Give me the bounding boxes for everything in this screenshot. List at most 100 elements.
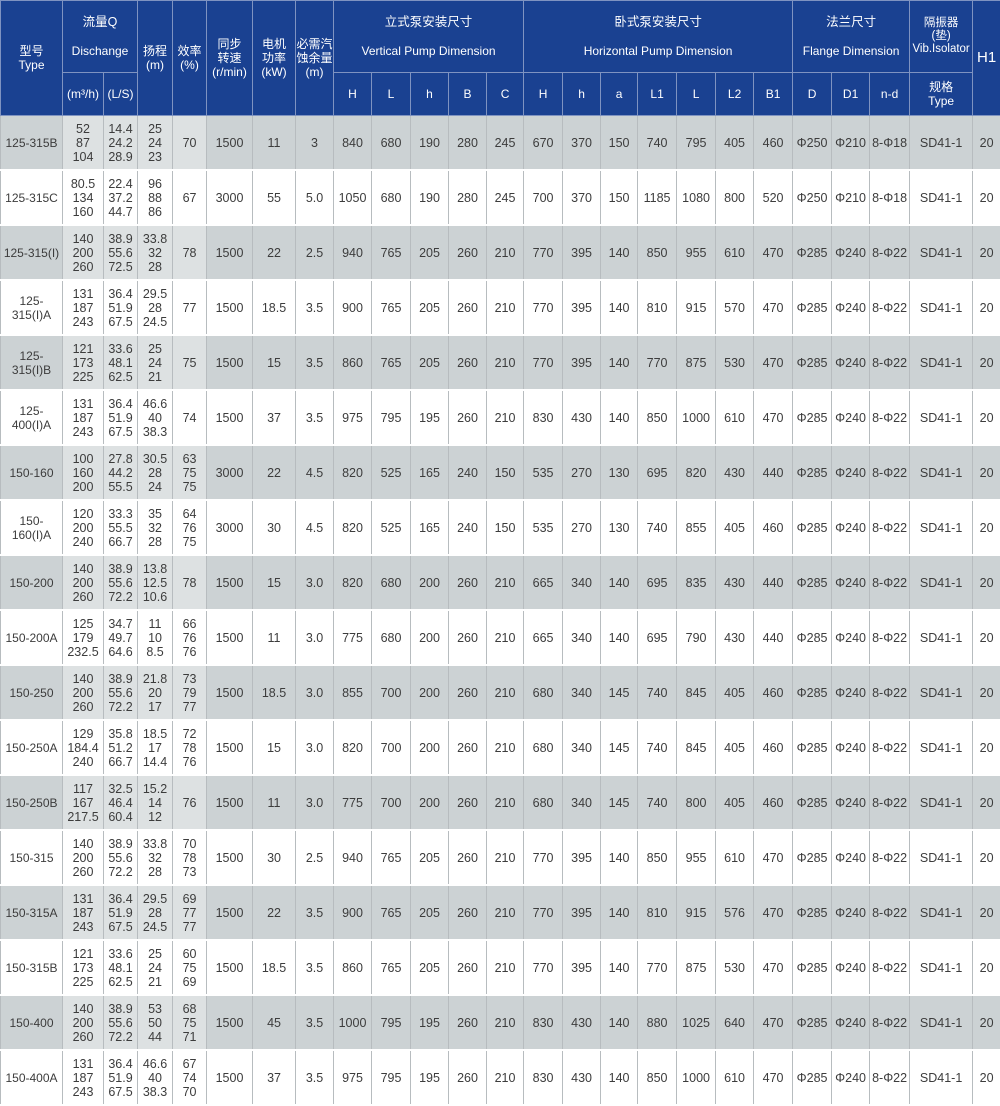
cell-vH: 860 [334,940,372,995]
col-header-motor-power: 电机 功率 (kW) [253,1,296,116]
col-header-vib-isolator: 隔振器 (垫) Vib.Isolator [910,1,973,73]
cell-ha: 145 [601,775,638,830]
cell-nd: 8-Φ22 [870,995,910,1050]
cell-vh: 205 [411,885,449,940]
cell-hL2: 610 [716,1050,754,1105]
cell-D: Φ285 [793,225,832,280]
cell-vib: SD41-1 [910,335,973,390]
cell-hL2: 405 [716,116,754,171]
col-header-vertical-dimension: 立式泵安装尺寸 Vertical Pump Dimension [334,1,524,73]
cell-ha: 130 [601,500,638,555]
cell-npsh: 3.5 [296,940,334,995]
cell-D1: Φ240 [832,445,870,500]
cell-ha: 145 [601,720,638,775]
cell-eff: 73 79 77 [173,665,207,720]
cell-type: 125-315(I)A [1,280,63,335]
cell-hL2: 405 [716,720,754,775]
cell-hL2: 530 [716,940,754,995]
cell-hL2: 800 [716,170,754,225]
cell-vL: 765 [372,225,411,280]
cell-D1: Φ240 [832,775,870,830]
cell-q1: 131 187 243 [63,885,104,940]
cell-h1: 20 [973,610,1000,665]
cell-speed: 1500 [207,610,253,665]
cell-vib: SD41-1 [910,116,973,171]
cell-vib: SD41-1 [910,170,973,225]
cell-hL2: 610 [716,830,754,885]
cell-nd: 8-Φ22 [870,555,910,610]
cell-q2: 35.8 51.2 66.7 [104,720,138,775]
cell-vH: 775 [334,775,372,830]
col-header-discharge: 流量Q Dischange [63,1,138,73]
cell-hL: 845 [677,720,716,775]
cell-type: 150-160 [1,445,63,500]
cell-vB: 260 [449,775,487,830]
cell-power: 22 [253,445,296,500]
cell-head: 46.6 40 38.3 [138,390,173,445]
cell-hL2: 405 [716,500,754,555]
cell-h1: 20 [973,170,1000,225]
cell-vL: 765 [372,830,411,885]
cell-q1: 125 179 232.5 [63,610,104,665]
cell-hh: 340 [563,610,601,665]
col-header-hz-L: L [677,73,716,116]
cell-head: 29.5 28 24.5 [138,885,173,940]
cell-type: 125-315(I)B [1,335,63,390]
cell-D: Φ285 [793,445,832,500]
cell-vB: 260 [449,390,487,445]
horizontal-label-en: Horizontal Pump Dimension [524,44,792,58]
cell-hL2: 610 [716,390,754,445]
cell-npsh: 3.5 [296,995,334,1050]
cell-hL: 1000 [677,390,716,445]
cell-D1: Φ210 [832,170,870,225]
cell-D1: Φ240 [832,940,870,995]
cell-q2: 38.9 55.6 72.2 [104,830,138,885]
cell-power: 18.5 [253,280,296,335]
cell-eff: 67 74 70 [173,1050,207,1105]
cell-vL: 795 [372,1050,411,1105]
cell-hh: 395 [563,940,601,995]
cell-speed: 1500 [207,225,253,280]
cell-vC: 210 [487,775,524,830]
cell-D1: Φ240 [832,555,870,610]
cell-ha: 140 [601,390,638,445]
cell-hL: 845 [677,665,716,720]
cell-hL: 795 [677,116,716,171]
cell-h1: 20 [973,116,1000,171]
cell-vh: 205 [411,280,449,335]
cell-ha: 150 [601,116,638,171]
cell-q2: 27.8 44.2 55.5 [104,445,138,500]
cell-vL: 525 [372,445,411,500]
cell-head: 96 88 86 [138,170,173,225]
col-header-q-ls: (L/S) [104,73,138,116]
cell-h1: 20 [973,1050,1000,1105]
cell-vib: SD41-1 [910,225,973,280]
cell-npsh: 3.0 [296,610,334,665]
cell-vC: 210 [487,830,524,885]
cell-q1: 131 187 243 [63,390,104,445]
cell-q1: 131 187 243 [63,280,104,335]
cell-hB1: 440 [754,555,793,610]
cell-vh: 200 [411,555,449,610]
cell-vH: 900 [334,885,372,940]
cell-power: 30 [253,830,296,885]
cell-ha: 140 [601,280,638,335]
cell-hH: 770 [524,830,563,885]
cell-D: Φ285 [793,940,832,995]
cell-vH: 840 [334,116,372,171]
cell-nd: 8-Φ18 [870,116,910,171]
cell-eff: 60 75 69 [173,940,207,995]
cell-speed: 1500 [207,280,253,335]
cell-h1: 20 [973,830,1000,885]
cell-hL: 875 [677,335,716,390]
cell-power: 37 [253,1050,296,1105]
cell-hL: 800 [677,775,716,830]
cell-hL: 915 [677,885,716,940]
cell-type: 150-315 [1,830,63,885]
cell-type: 150-250 [1,665,63,720]
cell-q2: 33.6 48.1 62.5 [104,940,138,995]
cell-vh: 200 [411,610,449,665]
